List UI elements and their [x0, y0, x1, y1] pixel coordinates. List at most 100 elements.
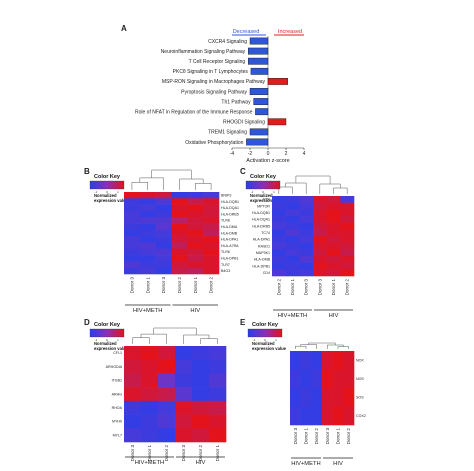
heatmap-cell: [299, 236, 314, 243]
heatmap-cell: [192, 359, 210, 374]
heatmap-cell: [326, 202, 341, 210]
heatmap-cell: [171, 267, 188, 275]
heatmap-cell: [155, 204, 172, 212]
heatmap-cell: [155, 242, 172, 250]
category-label: Pyroptosis Signaling Pathway: [181, 89, 247, 95]
heatmap-cell: [203, 267, 220, 275]
bar: [250, 67, 269, 75]
heatmap-cell: [340, 242, 355, 250]
row-label: MPTOR: [257, 204, 270, 208]
row-label: TLR8: [221, 219, 230, 223]
color-key-tick: -1: [251, 190, 254, 194]
x-tick-label: 0: [267, 151, 270, 157]
heatmap-cell: [272, 236, 286, 243]
heatmap-cell: [343, 388, 355, 407]
heatmap-cell: [340, 236, 355, 243]
color-key-label: Normalized expression value: [250, 193, 285, 203]
heatmap-cell: [158, 414, 176, 429]
dendrogram-branch: [131, 182, 148, 190]
row-label: COX2: [356, 414, 366, 418]
color-key-gradient: [247, 328, 283, 338]
dendrogram-branch: [140, 333, 167, 344]
row-label: MYH9: [112, 420, 122, 424]
color-key-tick: 0: [262, 190, 264, 194]
column-label: Donor 2: [276, 279, 281, 296]
heatmap-cell: [209, 414, 227, 429]
heatmap-cell: [313, 202, 327, 210]
heatmap-cell: [299, 229, 314, 237]
heatmap-cell: [171, 198, 188, 205]
color-key-tick: 1: [275, 338, 277, 342]
heatmap-cell: [187, 229, 204, 237]
column-label: Donor 1: [304, 428, 309, 445]
heatmap-cell: [155, 223, 172, 231]
heatmap-cell: [209, 359, 227, 374]
panel-a-bar-chart: Decreased Increased CXCR4 Signaling Neuroin…: [135, 29, 306, 164]
category-label: Neuroinflammation Signaling Pathway: [161, 49, 246, 55]
heatmap-cell: [187, 210, 204, 218]
heatmap-cell: [141, 414, 159, 429]
heatmap-cell: [326, 242, 341, 250]
heatmap-cell: [313, 196, 327, 203]
row-label: HLA-DQA1: [252, 218, 270, 222]
heatmap-cell: [313, 236, 327, 243]
heatmap-cell: [326, 269, 341, 277]
row-label: HLA-DQA1: [221, 206, 239, 210]
heatmap-cell: [175, 414, 193, 429]
dendrogram-branch: [139, 177, 164, 190]
heatmap-cell: [322, 369, 333, 389]
heatmap-cell: [139, 242, 156, 250]
color-key-gradient: [245, 180, 281, 190]
color-key-tick: 1: [117, 190, 119, 194]
heatmap-cell: [158, 400, 176, 415]
heatmap-cell: [272, 202, 286, 210]
heatmap-cell: [158, 387, 176, 402]
heatmap-cell: [124, 267, 141, 275]
row-label: RHOA: [112, 406, 123, 410]
heatmap-cell: [300, 406, 312, 426]
row-label: TC74: [261, 231, 270, 235]
dendrogram-branch: [179, 178, 204, 190]
row-label: HLA-DQB1: [221, 200, 239, 204]
row-label: HLA-DQB1: [252, 211, 270, 215]
heatmap-cell: [285, 269, 300, 277]
heatmap-cell: [313, 256, 327, 263]
x-axis-label: Activation z-score: [246, 158, 289, 164]
heatmap-cell: [155, 198, 172, 205]
heatmap-cell: [158, 346, 176, 361]
heatmap-cell: [332, 388, 344, 407]
heatmap-cell: [272, 256, 286, 263]
column-label: Donor 1: [331, 279, 336, 296]
heatmap-cell: [326, 229, 341, 237]
heatmap-cell: [139, 267, 156, 275]
heatmap-cell: [343, 369, 355, 389]
column-label: Donor 2: [346, 428, 351, 445]
heatmap-cell: [155, 261, 172, 268]
heatmap-cell: [272, 216, 286, 223]
category-label: Oxidative Phosphorylation: [185, 140, 243, 146]
heatmap-cell: [187, 217, 204, 224]
heatmap-cell: [124, 346, 142, 361]
heatmap-cell: [203, 229, 220, 237]
column-label: Donor 3: [161, 277, 166, 294]
bar: [267, 118, 287, 126]
heatmap-cell: [285, 216, 300, 223]
heatmap-cell: [285, 209, 300, 217]
color-key-tick: -1: [95, 338, 98, 342]
heatmap-cell: [171, 210, 188, 218]
heatmap-cell: [299, 216, 314, 223]
heatmap-cell: [340, 256, 355, 263]
column-label: Donor 3: [304, 279, 309, 296]
heatmap-cell: [124, 198, 141, 205]
heatmap-cell: [299, 209, 314, 217]
heatmap-cell: [139, 217, 156, 224]
category-label: T Cell Receptor Signaling: [189, 59, 246, 65]
row-label: BNIP3: [221, 193, 231, 197]
color-key-label: Normalized expression value: [94, 193, 129, 203]
heatmap-cell: [340, 269, 355, 277]
column-label: Donor 1: [193, 277, 198, 294]
panel-letter-e: E: [240, 318, 246, 327]
